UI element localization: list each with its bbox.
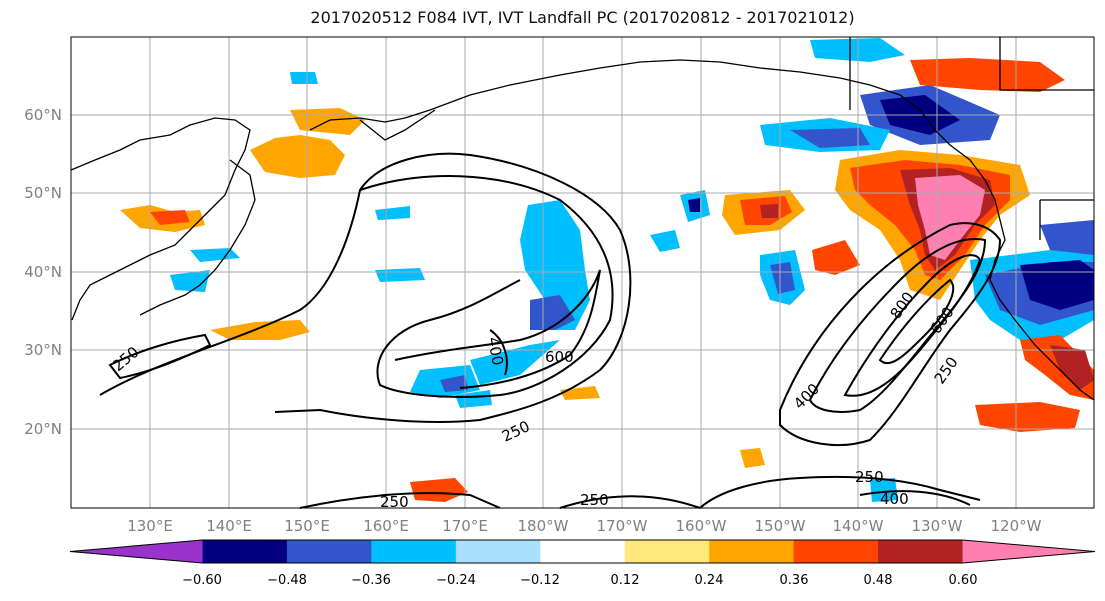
lon-label: 170°W (597, 517, 648, 535)
lon-label: 150°W (755, 517, 806, 535)
lat-label: 50°N (24, 184, 62, 202)
lon-label: 140°E (206, 517, 252, 535)
colorbar-swatch (286, 540, 372, 563)
contour-label: 250 (855, 468, 884, 486)
lat-label: 20°N (24, 420, 62, 438)
lon-label: 120°W (991, 517, 1042, 535)
lon-label: 160°E (363, 517, 409, 535)
ivt-contours (99, 152, 1002, 509)
colorbar-swatch (878, 540, 964, 563)
colorbar-tick-label: −0.12 (520, 573, 560, 588)
contour-label: 400 (880, 490, 909, 508)
lon-label: 150°E (284, 517, 330, 535)
colorbar-tick-label: −0.24 (436, 573, 476, 588)
colorbar-tick-label: −0.60 (182, 573, 222, 588)
colorbar-swatch (793, 540, 879, 563)
colorbar-swatch (202, 540, 288, 563)
colorbar-swatch (709, 540, 795, 563)
colorbar-swatch (455, 540, 541, 563)
coastlines (70, 37, 1095, 401)
contour-label: 250 (580, 491, 609, 509)
colorbar-tick-label: 0.60 (949, 573, 978, 588)
colorbar-tick-label: 0.48 (864, 573, 893, 588)
colorbar-tick-label: 0.24 (695, 573, 724, 588)
contour-label: 400 (484, 336, 507, 367)
lon-label: 130°W (912, 517, 963, 535)
colorbar-tick-label: 0.12 (611, 573, 640, 588)
map-title: 2017020512 F084 IVT, IVT Landfall PC (20… (310, 8, 855, 27)
colorbar-swatch (624, 540, 710, 563)
colorbar-swatch (962, 540, 1095, 563)
colorbar-tick-label: −0.36 (351, 573, 391, 588)
colorbar-swatch (70, 540, 203, 563)
latitude-labels: 60°N 50°N 40°N 30°N 20°N (24, 106, 62, 438)
lon-label: 180°W (518, 517, 569, 535)
colorbar-tick-labels: −0.60 −0.48 −0.36 −0.24 −0.12 0.12 0.24 … (182, 573, 977, 588)
colorbar-tick-label: −0.48 (267, 573, 307, 588)
colorbar-tick-label: 0.36 (780, 573, 809, 588)
lon-label: 140°W (833, 517, 884, 535)
lat-label: 30°N (24, 341, 62, 359)
contour-label: 250 (380, 493, 409, 511)
map-gridlines (71, 37, 1094, 508)
lat-label: 60°N (24, 106, 62, 124)
lon-label: 170°E (442, 517, 488, 535)
colorbar-outline (69, 539, 1096, 564)
contour-label-group: 250 400 600 250 250 250 800 600 400 250 … (109, 289, 962, 511)
colorbar-swatch (540, 540, 626, 563)
lon-label: 130°E (127, 517, 173, 535)
colorbar-swatch (371, 540, 457, 563)
contour-label: 600 (545, 348, 574, 366)
lon-label: 160°W (676, 517, 727, 535)
lat-label: 40°N (24, 263, 62, 281)
longitude-labels: 130°E 140°E 150°E 160°E 170°E 180°W 170°… (127, 517, 1041, 535)
colorbar (69, 539, 1096, 564)
map-frame (70, 36, 1095, 509)
